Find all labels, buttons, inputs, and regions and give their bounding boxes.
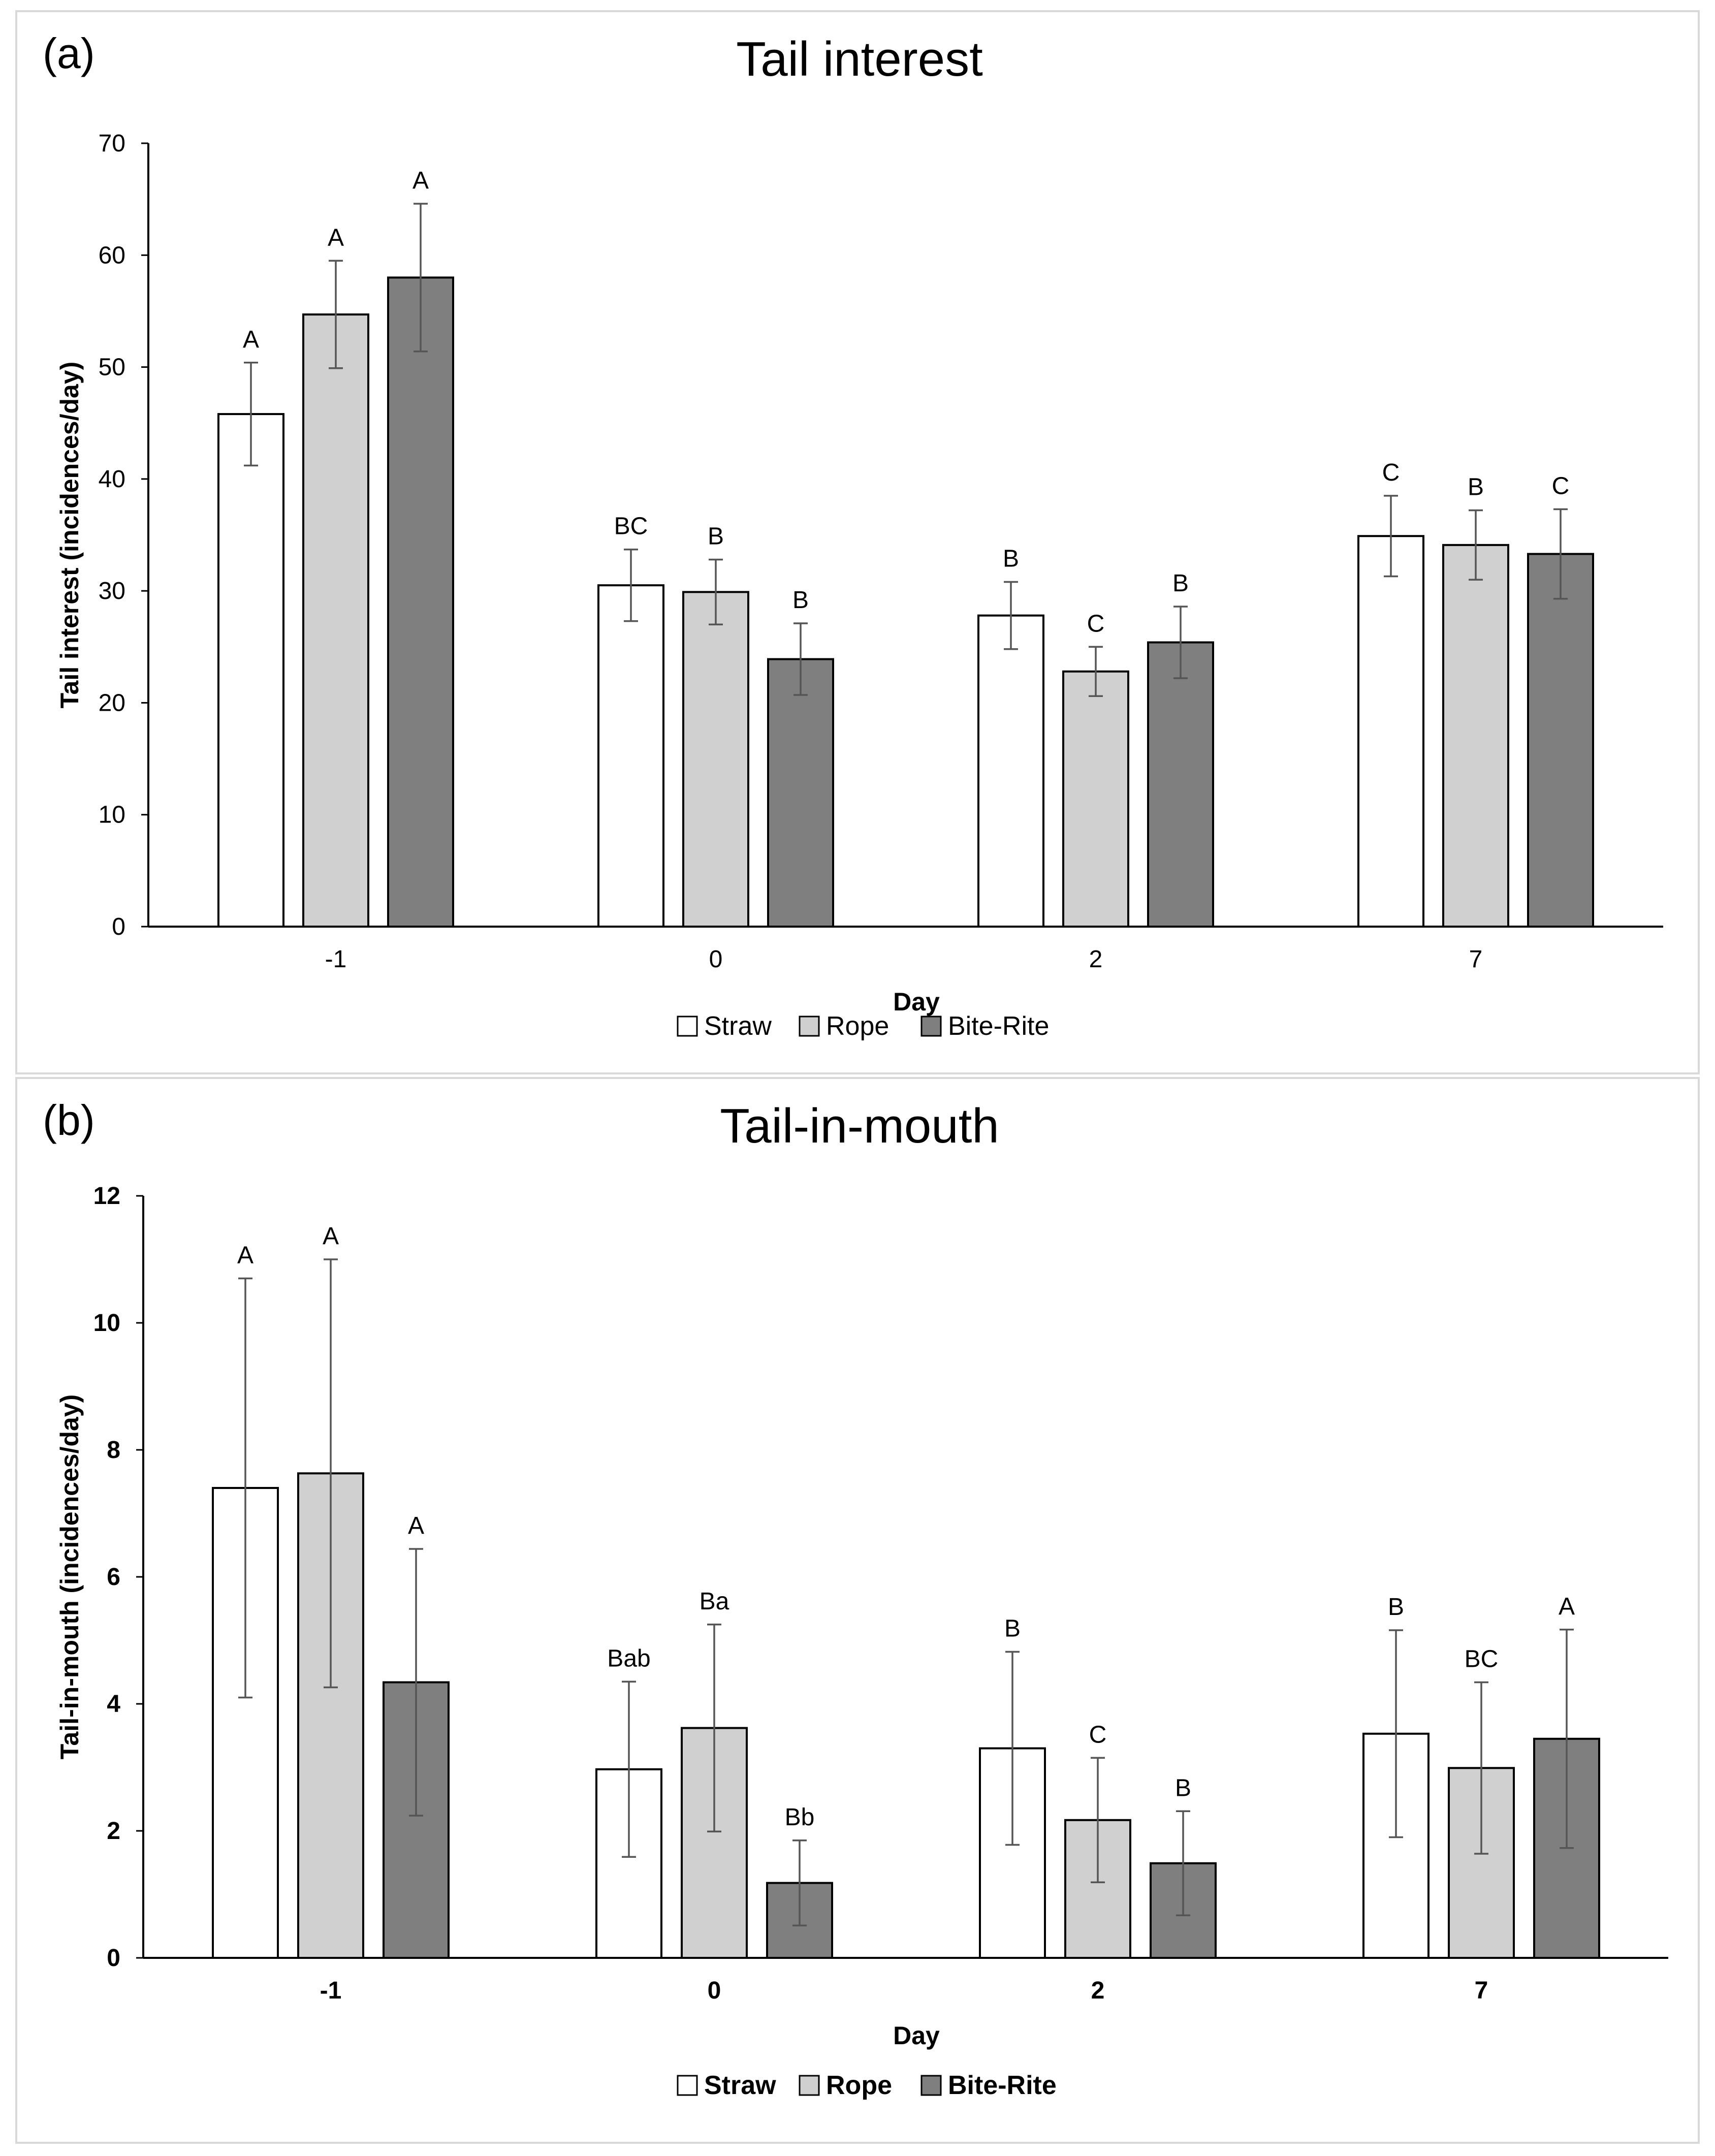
y-tick-label: 20 [99,689,125,716]
significance-label: B [1175,1774,1191,1801]
chart-title: Tail interest [736,32,983,86]
y-tick-label: 8 [107,1437,120,1464]
significance-label: A [323,1223,339,1250]
legend-swatch-bite-rite [920,2075,942,2096]
significance-label: B [792,587,809,614]
significance-label: Bb [785,1804,815,1831]
bar-bite-rite [1527,553,1594,928]
x-tick-label: 2 [1091,1977,1105,2004]
x-tick-label: 2 [1089,946,1103,973]
y-tick-label: 4 [107,1691,120,1718]
legend-swatch-straw [677,2075,698,2096]
significance-label: B [1468,474,1484,501]
y-tick-label: 0 [107,1945,120,1972]
panel-label: (b) [43,1096,95,1144]
legend-label-straw: Straw [704,1011,772,1041]
bar-bite-rite [767,658,834,928]
significance-label: A [328,224,344,251]
bar-straw [1357,535,1424,928]
y-tick-label: 30 [99,578,125,605]
significance-label: BC [1465,1646,1499,1673]
significance-label: BC [614,513,648,540]
significance-label: B [708,523,724,550]
significance-label: B [1388,1594,1404,1621]
significance-label: A [237,1242,253,1269]
x-tick-label: -1 [320,1977,342,2004]
x-tick-label: 7 [1469,946,1483,973]
x-axis-title: Day [893,988,940,1016]
significance-label: Ba [700,1588,729,1615]
significance-label: B [1004,1615,1021,1642]
significance-label: A [408,1512,424,1539]
significance-label: A [1559,1593,1575,1620]
significance-label: C [1089,1721,1107,1748]
legend-label-rope: Rope [826,2071,892,2100]
legend-swatch-rope [799,1016,820,1037]
significance-label: C [1552,472,1570,499]
legend-label-bite-rite: Bite-Rite [948,2071,1057,2100]
x-tick-label: -1 [325,946,347,973]
bar-rope [681,1727,748,1959]
y-tick-label: 60 [99,242,125,269]
x-tick-label: 0 [708,1977,721,2004]
significance-label: A [243,326,259,353]
bar-rope [302,313,369,928]
y-tick-label: 12 [93,1183,120,1210]
significance-label: C [1087,610,1105,637]
significance-label: Bab [607,1645,650,1672]
y-tick-label: 70 [99,130,125,157]
bar-rope [1442,544,1509,928]
legend-swatch-straw [677,1016,698,1037]
bar-straw [597,584,664,928]
bar-bite-rite [1147,641,1214,928]
y-tick-label: 10 [99,802,125,829]
significance-label: C [1382,459,1400,486]
tail-in-mouth-chart: (b) Tail-in-mouth 0 2 4 6 8 10 12 Tail-in-mouth (… [43,1096,1668,2100]
y-axis-title: Tail-in-mouth (incidences/day) [55,1394,84,1760]
chart-panel-a: (a) Tail interest 0 10 20 30 40 50 60 70 Tail inte… [15,10,1700,1074]
legend-swatch-bite-rite [920,1016,942,1037]
significance-label: B [1172,570,1189,597]
bar-rope [682,591,749,928]
y-tick-label: 40 [99,466,125,493]
legend-label-straw: Straw [704,2071,776,2100]
bar-rope [1062,670,1129,928]
panel-label: (a) [43,29,95,77]
y-tick-label: 50 [99,354,125,381]
bar-straw [977,614,1044,928]
bar-straw [217,413,284,928]
chart-title: Tail-in-mouth [720,1099,999,1153]
y-tick-label: 10 [93,1310,120,1337]
legend-label-rope: Rope [826,1011,889,1041]
bar-bite-rite [387,276,454,928]
y-axis-title: Tail interest (incidences/day) [55,362,84,709]
legend-swatch-rope [799,2075,820,2096]
y-tick-label: 2 [107,1818,120,1845]
legend-label-bite-rite: Bite-Rite [948,1011,1049,1041]
significance-label: B [1003,546,1019,573]
x-tick-label: 7 [1475,1977,1488,2004]
chart-panel-b: (b) Tail-in-mouth 0 2 4 6 8 10 12 Tail-in-mouth (… [15,1077,1700,2144]
x-axis-title: Day [893,2021,940,2050]
x-tick-label: 0 [709,946,723,973]
y-tick-label: 6 [107,1564,120,1591]
significance-label: A [412,167,429,194]
y-tick-label: 0 [112,913,125,940]
